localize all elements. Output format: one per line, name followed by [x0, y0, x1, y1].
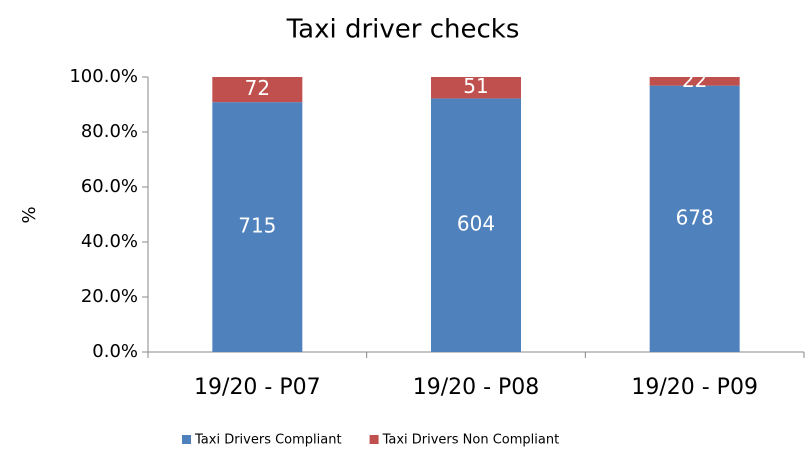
data-label: 715	[238, 214, 276, 238]
data-label: 72	[245, 76, 270, 100]
x-tick-label: 19/20 - P08	[413, 375, 540, 400]
bar-segment	[649, 77, 740, 86]
y-tick-label: 0.0%	[92, 341, 138, 362]
y-axis-label: %	[19, 206, 40, 223]
y-tick-label: 60.0%	[81, 176, 138, 197]
legend-label: Taxi Drivers Compliant	[194, 433, 342, 448]
legend-swatch	[369, 435, 379, 444]
bar-segment	[431, 77, 521, 99]
x-tick-label: 19/20 - P07	[194, 375, 321, 400]
y-tick-label: 40.0%	[81, 231, 138, 252]
legend-swatch	[182, 435, 191, 444]
data-label: 604	[457, 212, 495, 236]
y-tick-label: 80.0%	[81, 121, 138, 142]
y-tick-label: 100.0%	[69, 66, 138, 87]
bar-segment	[431, 98, 521, 352]
bar-segment	[212, 77, 303, 103]
data-label: 51	[463, 74, 488, 98]
chart-title: Taxi driver checks	[286, 15, 520, 45]
y-tick-label: 20.0%	[81, 286, 138, 307]
data-label: 678	[676, 205, 714, 229]
bar-segment	[649, 85, 740, 353]
data-label: 22	[682, 68, 707, 92]
bar-segment	[212, 102, 303, 352]
x-tick-label: 19/20 - P09	[631, 375, 758, 400]
legend-label: Taxi Drivers Non Compliant	[382, 433, 560, 448]
